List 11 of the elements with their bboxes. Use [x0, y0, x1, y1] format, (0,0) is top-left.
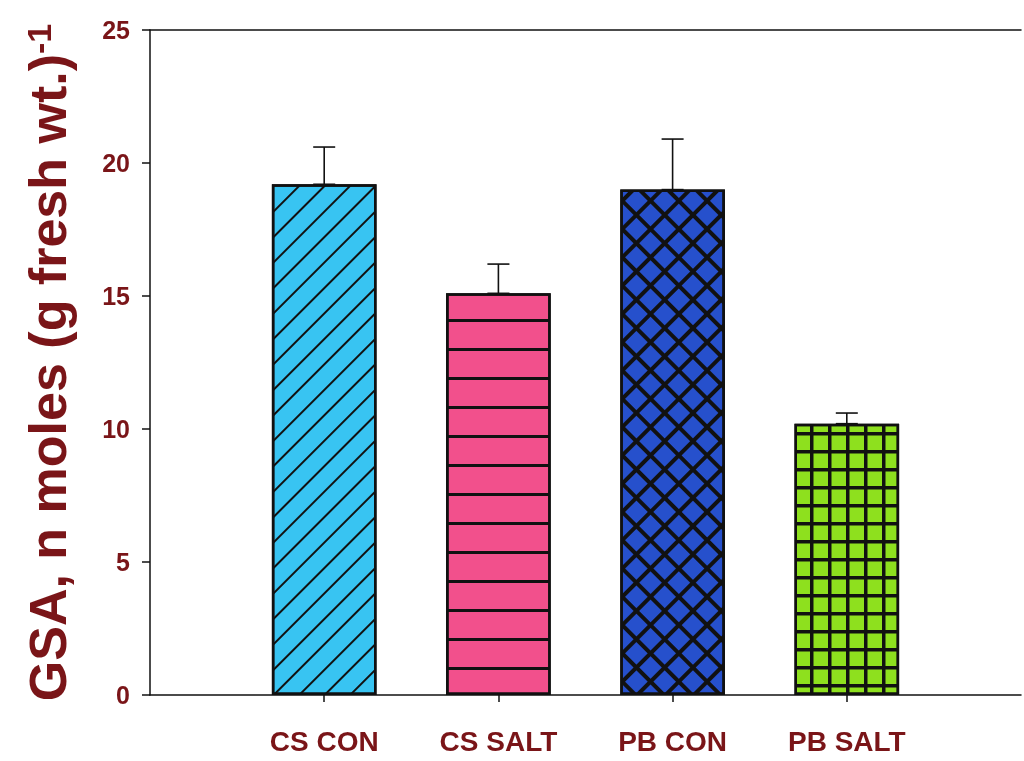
x-tick-label: CS SALT: [439, 725, 558, 757]
y-tick-label: 25: [102, 16, 131, 44]
y-tick-label: 20: [102, 149, 130, 177]
y-tick-label: 15: [102, 282, 131, 310]
x-tick-label: CS CON: [269, 725, 379, 757]
x-tick-label: PB CON: [618, 725, 728, 757]
y-axis-title: GSA, n moles (g fresh wt.)-1: [19, 23, 77, 702]
y-tick-label: 10: [102, 415, 130, 443]
x-tick-label: PB SALT: [787, 725, 906, 757]
y-tick-label: 0: [116, 681, 130, 709]
y-tick-label: 5: [116, 548, 131, 576]
